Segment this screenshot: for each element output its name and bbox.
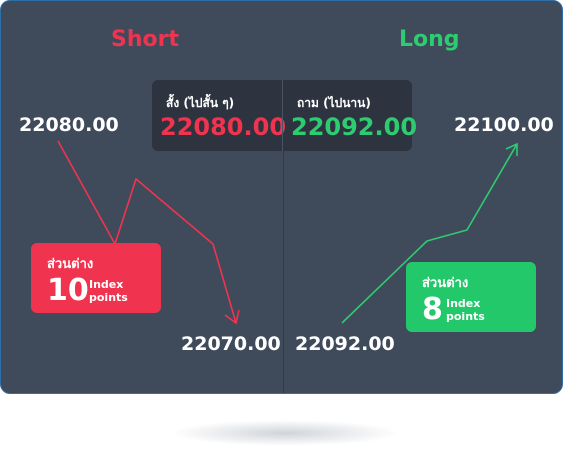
short-difference-box: ส่วนต่าง 10 Index points: [31, 243, 161, 313]
short-diff-unit-line2: points: [89, 291, 128, 304]
quote-panel: สั้ง (ไปสั้น ๆ) 22080.00 ถาม (ไปนาน) 220…: [152, 80, 417, 151]
short-diff-unit-line1: Index: [89, 278, 124, 291]
short-diff-unit: Index points: [89, 278, 128, 304]
short-price-line: [57, 140, 237, 324]
center-divider: [283, 151, 284, 393]
short-end-price: 22070.00: [181, 333, 281, 355]
long-arrowhead: [505, 142, 518, 156]
long-start-price: 22092.00: [295, 333, 395, 355]
sell-quote: สั้ง (ไปสั้น ๆ) 22080.00: [152, 80, 286, 151]
short-diff-label: ส่วนต่าง: [47, 257, 94, 272]
long-difference-box: ส่วนต่าง 8 Index points: [406, 262, 536, 332]
long-diff-unit: Index points: [446, 297, 485, 323]
long-title: Long: [399, 27, 460, 52]
long-diff-unit-line2: points: [446, 310, 485, 323]
diagram-card: Short Long 22080.00 22070.00 22092.00 22…: [0, 0, 563, 394]
sell-price: 22080.00: [160, 113, 287, 141]
short-start-price: 22080.00: [19, 114, 119, 136]
price-lines: [57, 140, 518, 325]
long-diff-value: 8: [422, 292, 443, 327]
long-diff-unit-line1: Index: [446, 297, 481, 310]
card-shadow: [170, 420, 400, 446]
short-arrowhead: [224, 309, 240, 325]
buy-quote: ถาม (ไปนาน) 22092.00: [282, 80, 417, 151]
buy-price: 22092.00: [291, 113, 418, 141]
long-diff-label: ส่วนต่าง: [422, 276, 469, 291]
short-title: Short: [111, 27, 179, 52]
long-end-price: 22100.00: [454, 114, 554, 136]
sell-label: สั้ง (ไปสั้น ๆ): [166, 96, 235, 110]
buy-label: ถาม (ไปนาน): [297, 96, 371, 110]
long-price-line: [341, 143, 518, 324]
short-diff-value: 10: [47, 273, 89, 308]
